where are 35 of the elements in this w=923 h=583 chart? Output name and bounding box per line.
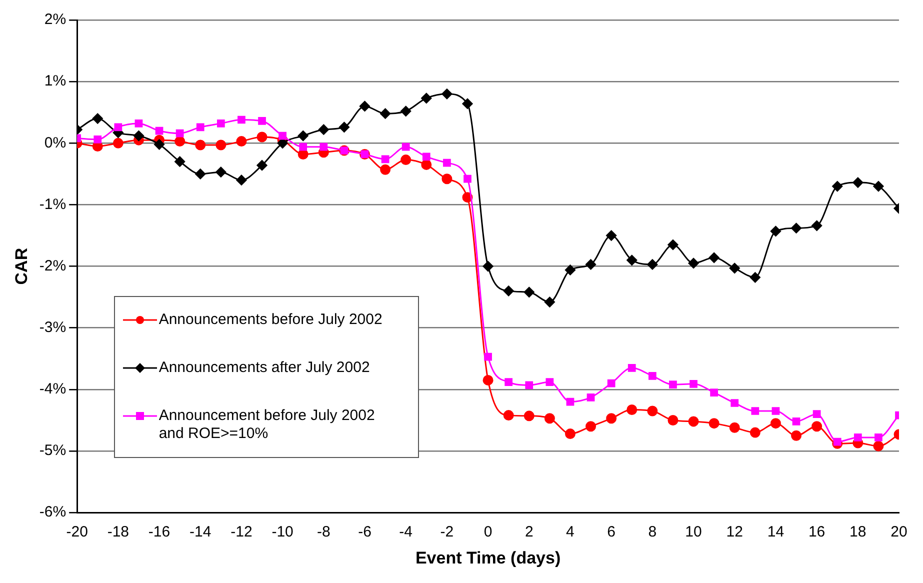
- x-tick-label: -12: [230, 524, 252, 541]
- y-tick-label: -1%: [39, 196, 66, 213]
- y-tick-label: 0%: [44, 134, 66, 152]
- x-tick-label: -16: [148, 524, 170, 541]
- y-tick-label: -4%: [39, 380, 66, 398]
- y-tick-label: 2%: [44, 11, 66, 28]
- y-tick-label: 1%: [44, 72, 66, 90]
- x-tick-label: 0: [484, 524, 492, 541]
- x-tick-label: 16: [808, 524, 826, 541]
- x-tick-label: 14: [767, 524, 784, 541]
- y-tick-label: -3%: [39, 319, 66, 336]
- x-tick-label: 10: [685, 524, 702, 541]
- y-tick-label: -2%: [39, 257, 66, 274]
- legend-label: Announcements after July 2002: [158, 358, 371, 377]
- y-tick-label: -6%: [39, 504, 66, 521]
- x-tick-label: -10: [272, 524, 294, 541]
- x-tick-label: -14: [190, 524, 212, 541]
- x-tick-label: 12: [726, 524, 743, 541]
- y-axis-title: CAR: [12, 248, 31, 285]
- y-tick-label: -5%: [39, 442, 66, 460]
- x-tick-label: -8: [316, 524, 330, 541]
- legend-label: Announcements before July 2002: [158, 310, 384, 329]
- x-tick-label: -20: [66, 524, 88, 541]
- x-tick-label: -18: [107, 524, 130, 541]
- x-tick-label: 20: [890, 524, 908, 541]
- x-axis-title: Event Time (days): [415, 548, 561, 568]
- x-tick-label: -4: [399, 524, 413, 541]
- x-tick-label: 2: [524, 524, 534, 541]
- x-tick-label: 6: [607, 524, 616, 541]
- x-tick-label: -6: [358, 524, 372, 541]
- x-tick-label: 18: [850, 524, 866, 541]
- x-tick-label: 8: [648, 524, 657, 541]
- x-tick-label: -2: [440, 524, 454, 541]
- legend-label: Announcement before July 2002 and ROE>=10%: [158, 406, 376, 443]
- x-tick-label: 4: [566, 524, 574, 541]
